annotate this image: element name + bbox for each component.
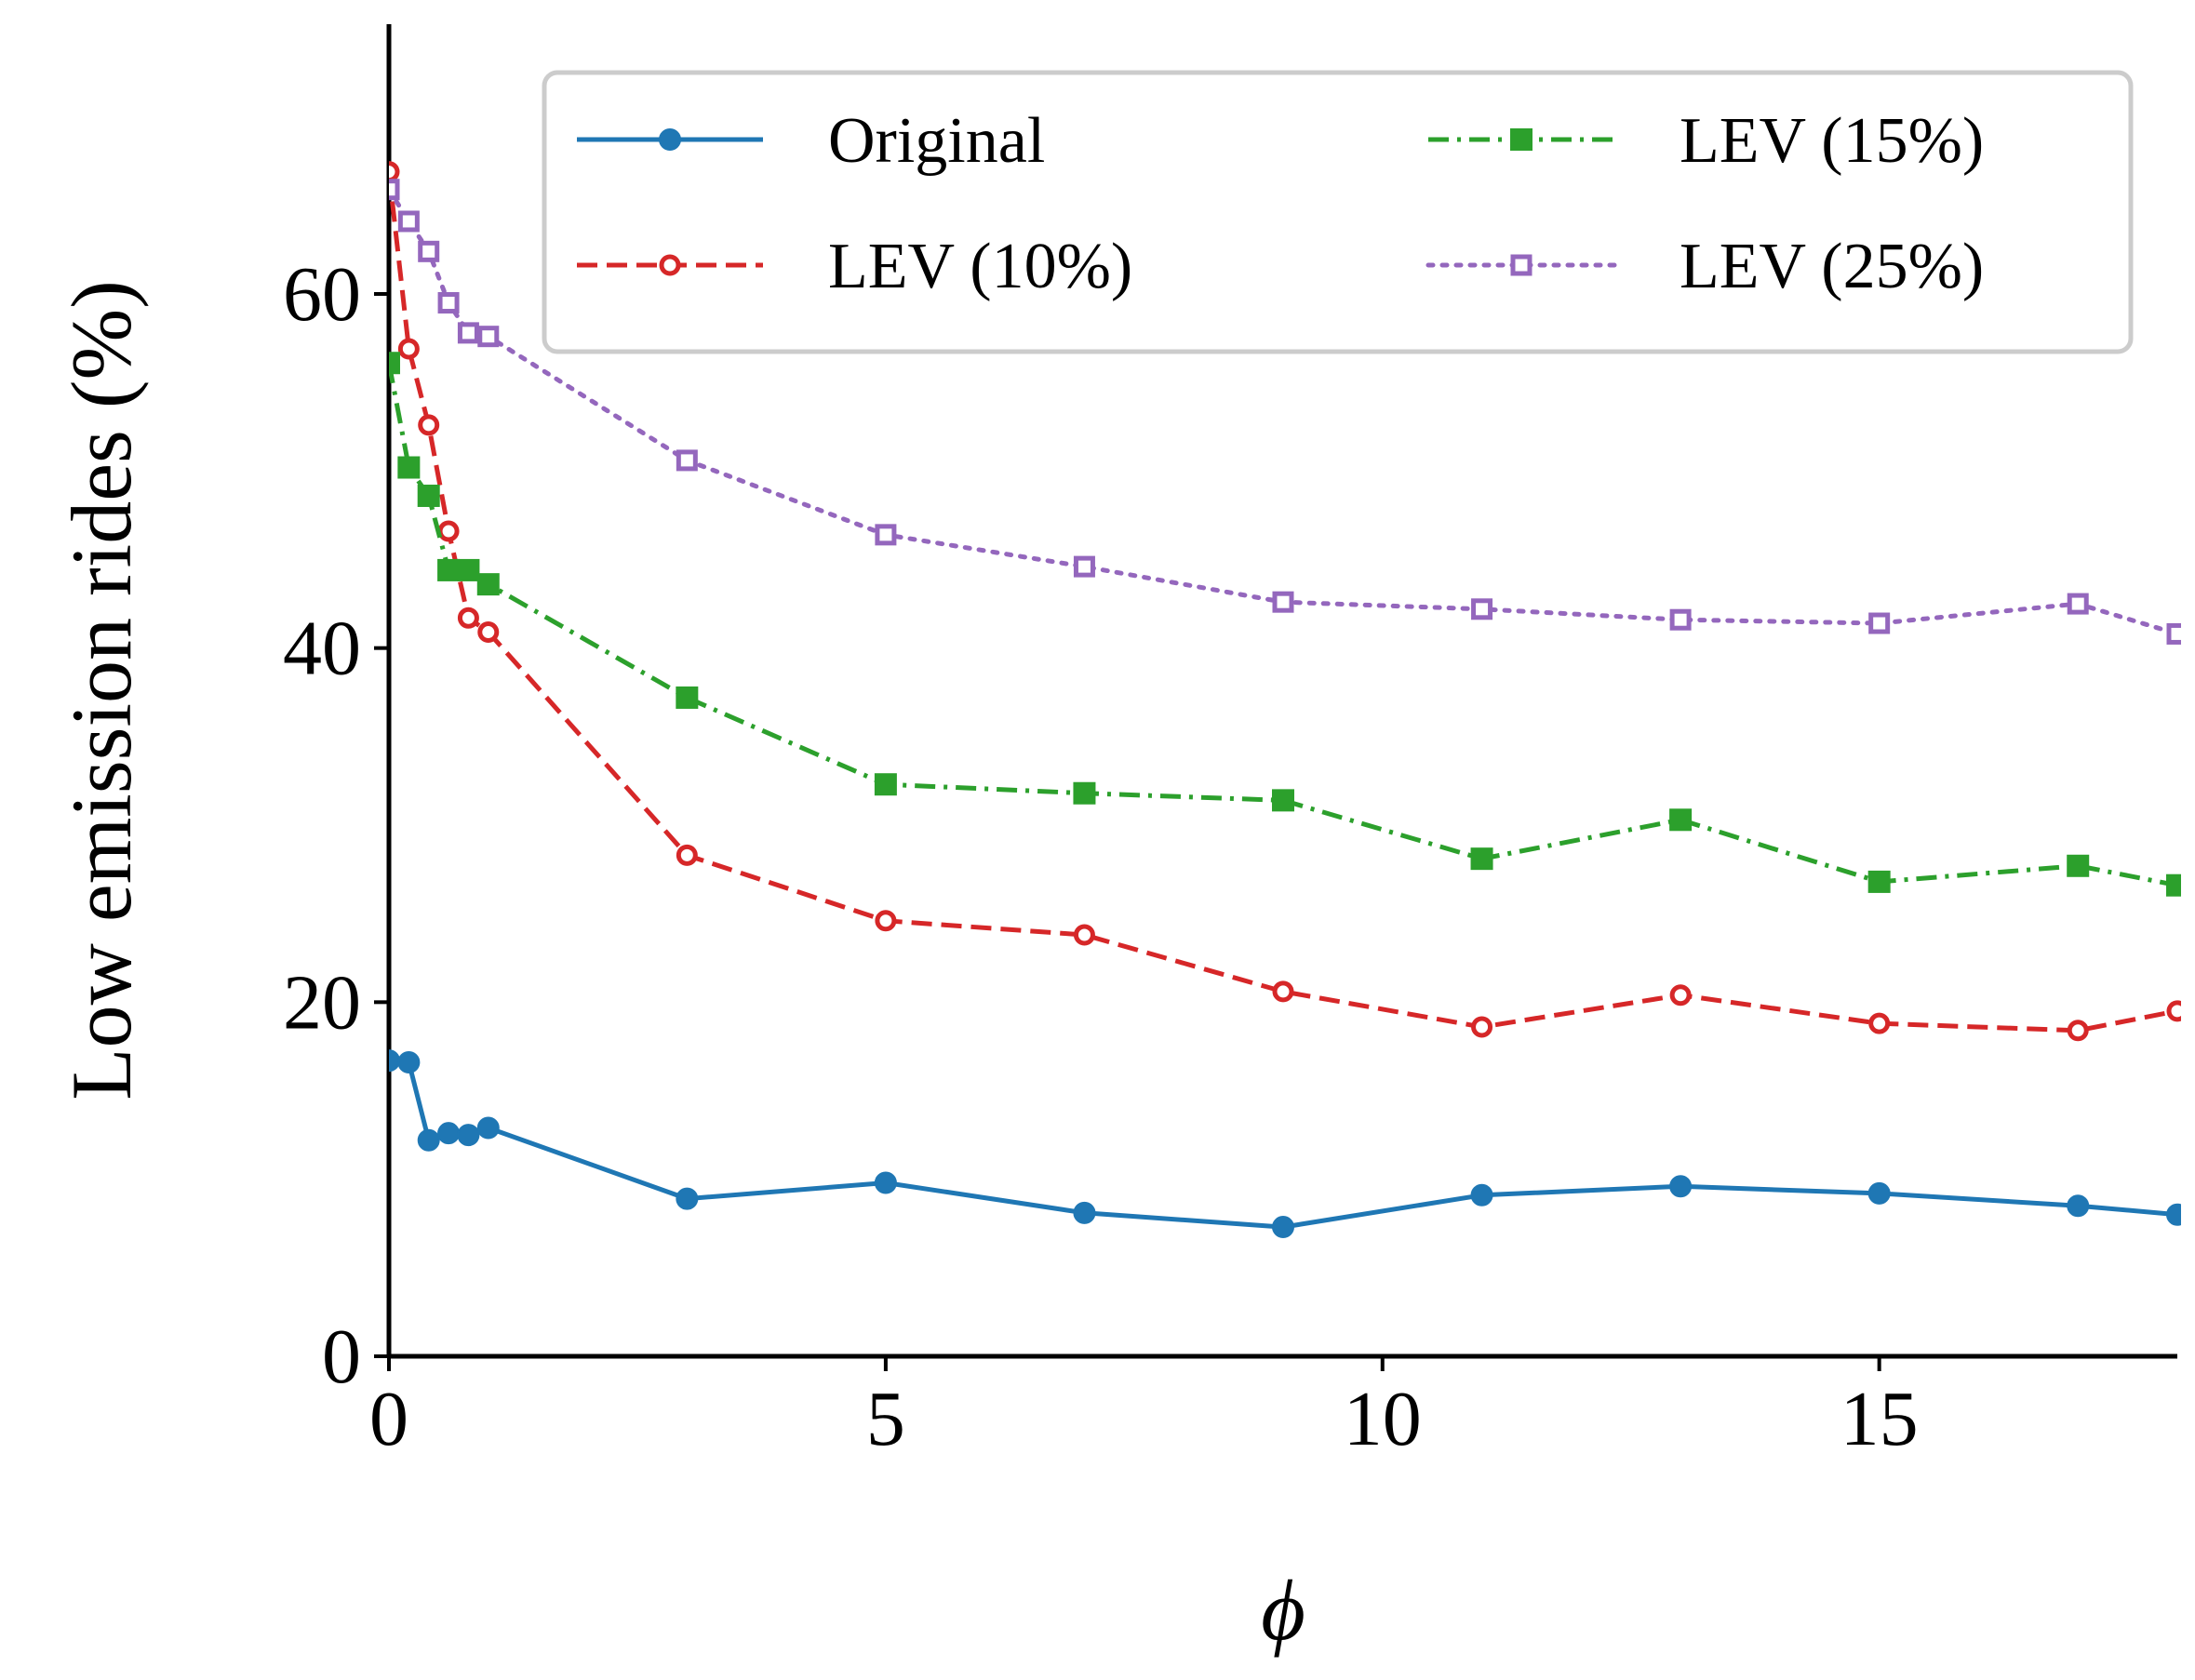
legend-item-lev-25: LEV (25%) — [1425, 231, 1984, 302]
data-point-lev-25 — [2067, 593, 2089, 615]
data-point-lev-25 — [1669, 608, 1692, 631]
data-point-lev-10 — [1471, 1016, 1493, 1038]
data-point-lev-25 — [477, 326, 500, 348]
data-point-original — [476, 1116, 500, 1140]
data-point-lev-15 — [2067, 854, 2090, 877]
series-lev-15 — [389, 352, 2181, 897]
y-tick-label: 60 — [283, 251, 361, 338]
data-point-lev-10 — [875, 910, 897, 932]
data-point-lev-10 — [676, 844, 698, 866]
data-point-lev-10 — [2166, 1000, 2181, 1022]
data-point-original — [397, 1051, 421, 1074]
data-point-original — [1669, 1175, 1693, 1198]
data-point-lev-15 — [2166, 873, 2181, 897]
data-point-lev-25 — [2166, 622, 2181, 645]
data-point-lev-25 — [1471, 598, 1493, 620]
data-point-original — [389, 1049, 400, 1073]
series-line-original — [389, 1058, 2178, 1230]
data-point-lev-10 — [1868, 1012, 1891, 1034]
data-point-lev-15 — [1669, 808, 1693, 832]
data-point-lev-10 — [418, 414, 440, 436]
x-axis-title: ϕ — [1261, 1563, 1305, 1658]
data-point-lev-10 — [1073, 924, 1095, 946]
legend-label: LEV (25%) — [1680, 231, 1984, 302]
series-layer — [389, 161, 2181, 1239]
axes-layer: 0 5 10 15 0 20 40 60 ϕ Low emission rides (%) — [54, 24, 2177, 1658]
legend-item-original: Original — [577, 105, 1045, 177]
data-point-lev-25 — [418, 240, 440, 262]
series-original — [389, 1049, 2181, 1239]
x-tick-label: 15 — [1840, 1376, 1919, 1462]
x-tick-label: 5 — [866, 1376, 905, 1462]
legend-label: LEV (10%) — [828, 231, 1132, 302]
data-point-original — [676, 1187, 699, 1210]
y-tick-label: 40 — [283, 606, 361, 692]
data-point-lev-25 — [457, 322, 479, 344]
x-tick-label: 10 — [1344, 1376, 1422, 1462]
data-point-lev-15 — [1272, 789, 1294, 812]
data-point-lev-25 — [1073, 555, 1095, 578]
data-point-original — [457, 1124, 480, 1147]
data-point-original — [1073, 1201, 1096, 1224]
data-point-original — [1272, 1216, 1294, 1239]
data-point-lev-15 — [1073, 781, 1096, 805]
data-point-lev-15 — [874, 773, 897, 796]
y-axis-title: Low emission rides (%) — [54, 280, 149, 1100]
data-point-lev-10 — [389, 161, 400, 183]
data-point-lev-10 — [437, 520, 460, 542]
data-point-lev-25 — [389, 179, 400, 201]
legend: Original LEV (10%) LEV (15%) LEV (25%) — [542, 70, 2134, 354]
legend-frame — [542, 70, 2134, 354]
data-point-lev-15 — [397, 456, 421, 479]
legend-label: Original — [828, 105, 1045, 177]
legend-swatch-marker — [659, 128, 681, 151]
x-tick-label: 0 — [369, 1376, 408, 1462]
data-point-lev-10 — [457, 607, 479, 629]
data-point-original — [1867, 1181, 1891, 1205]
data-point-lev-15 — [389, 352, 400, 375]
data-point-lev-25 — [1868, 612, 1891, 634]
data-point-lev-10 — [1272, 980, 1294, 1003]
data-point-lev-10 — [1669, 984, 1692, 1007]
y-tick-label: 0 — [322, 1313, 361, 1400]
data-point-lev-15 — [676, 686, 699, 709]
legend-item-lev-10: LEV (10%) — [577, 231, 1132, 302]
data-point-lev-25 — [437, 292, 460, 314]
legend-swatch-marker — [659, 254, 681, 276]
data-point-lev-10 — [477, 621, 500, 644]
data-point-lev-15 — [437, 558, 461, 581]
data-point-lev-25 — [397, 210, 420, 233]
legend-item-lev-15: LEV (15%) — [1428, 105, 1984, 177]
data-point-lev-15 — [417, 484, 440, 507]
data-point-lev-15 — [1867, 870, 1891, 893]
data-point-original — [874, 1171, 897, 1194]
series-lev-25 — [389, 179, 2181, 645]
legend-label: LEV (15%) — [1680, 105, 1984, 177]
data-point-original — [417, 1128, 440, 1152]
data-point-lev-25 — [676, 449, 698, 472]
data-point-original — [437, 1122, 461, 1145]
legend-swatch-marker — [1510, 254, 1532, 276]
legend-swatch-marker — [1510, 128, 1532, 151]
data-point-lev-15 — [457, 558, 480, 581]
data-point-lev-10 — [2067, 1020, 2089, 1042]
y-tick-label: 20 — [283, 959, 361, 1046]
data-point-lev-25 — [1272, 591, 1294, 613]
data-point-lev-25 — [875, 524, 897, 546]
data-point-lev-15 — [476, 573, 500, 596]
data-point-lev-15 — [1470, 847, 1493, 871]
data-point-lev-10 — [397, 338, 420, 360]
data-point-original — [2166, 1203, 2181, 1226]
data-point-original — [2067, 1194, 2090, 1218]
data-point-original — [1470, 1183, 1493, 1207]
